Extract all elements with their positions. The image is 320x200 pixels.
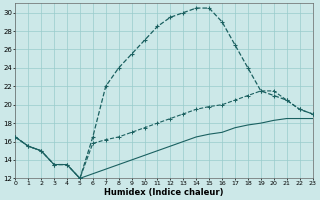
X-axis label: Humidex (Indice chaleur): Humidex (Indice chaleur) xyxy=(104,188,224,197)
